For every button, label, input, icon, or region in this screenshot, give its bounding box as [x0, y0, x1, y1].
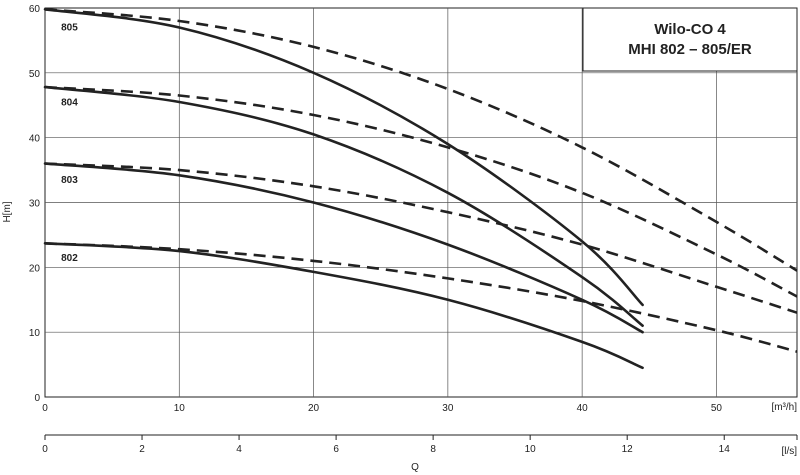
curve-803-dashed	[44, 162, 798, 314]
x-tick-label-m3h: 30	[442, 403, 454, 414]
curve-label-805: 805	[61, 23, 78, 34]
curve-802-dashed	[44, 242, 798, 353]
x-tick-label-ls: 0	[42, 444, 48, 455]
y-tick-label: 50	[29, 69, 41, 80]
y-tick-label: 60	[29, 4, 41, 15]
y-tick-label: 10	[29, 328, 41, 339]
curve-label-802: 802	[61, 253, 78, 264]
y-tick-label: 30	[29, 199, 41, 210]
x-tick-label-m3h: 10	[174, 403, 186, 414]
curve-804-solid	[43, 85, 644, 327]
x-axis-label-q: Q	[411, 462, 419, 473]
curve-805-dashed	[44, 8, 798, 272]
x-axis-label-ls: [l/s]	[781, 446, 797, 457]
curve-label-804: 804	[61, 97, 78, 108]
curve-label-803: 803	[61, 175, 78, 186]
curve-layer	[43, 8, 798, 370]
x-tick-label-ls: 14	[719, 444, 731, 455]
title-box-frame	[582, 7, 798, 72]
x-tick-label-m3h: 40	[577, 403, 589, 414]
x-tick-label-m3h: 0	[42, 403, 48, 414]
x-axis-label-m3h: [m³/h]	[771, 402, 797, 413]
y-tick-label: 40	[29, 134, 41, 145]
x-tick-label-ls: 8	[430, 444, 436, 455]
y-tick-label: 0	[34, 393, 40, 404]
x-tick-label-ls: 12	[622, 444, 634, 455]
title-line-1: Wilo-CO 4	[654, 21, 726, 38]
x-tick-label-ls: 10	[525, 444, 537, 455]
x-tick-label-m3h: 20	[308, 403, 320, 414]
title-box: Wilo-CO 4 MHI 802 – 805/ER	[582, 7, 798, 72]
y-axis-label: H[m]	[2, 201, 13, 222]
curve-label-layer: 805 804 803 802	[61, 23, 78, 264]
curve-802-solid	[43, 242, 644, 370]
x-tick-label-ls: 4	[236, 444, 242, 455]
y-tick-label: 20	[29, 263, 41, 274]
grid-layer	[44, 7, 798, 398]
curve-804-dashed	[44, 85, 798, 298]
curve-805-solid	[43, 8, 644, 307]
axis-layer: 0 10 20 30 40 50 60 0 10 20 30 40 50 0 2 4 6 8 10 12 14	[29, 4, 798, 455]
title-line-2: MHI 802 – 805/ER	[628, 41, 752, 58]
x-tick-label-m3h: 50	[711, 403, 723, 414]
x-tick-label-ls: 2	[139, 444, 145, 455]
x-tick-label-ls: 6	[333, 444, 339, 455]
